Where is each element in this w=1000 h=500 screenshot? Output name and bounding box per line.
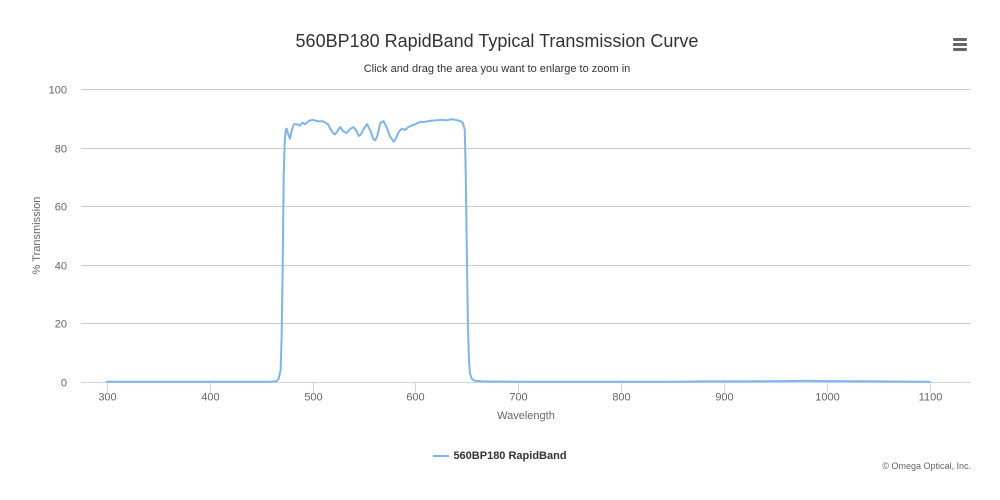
x-tick-label: 1100 [919,392,943,404]
legend-item[interactable]: 560BP180 RapidBand [433,450,567,462]
legend-line-symbol [433,455,450,457]
legend-label: 560BP180 RapidBand [453,450,567,462]
x-tick-label: 900 [715,392,733,404]
x-tick-label: 800 [612,392,630,404]
series-line[interactable] [105,118,931,383]
x-tick-label: 700 [509,392,527,404]
y-axis-title: % Transmission [31,197,43,275]
x-tick-label: 1000 [815,392,839,404]
y-tick-label: 100 [49,85,67,97]
legend: 560BP180 RapidBand [0,448,1000,462]
y-tick-label: 80 [55,144,67,156]
x-tick-label: 600 [406,392,424,404]
credits[interactable]: © Omega Optical, Inc. [882,461,971,471]
y-tick-label: 0 [61,378,67,390]
hamburger-menu-icon[interactable] [947,33,973,57]
x-axis-title: Wavelength [497,410,555,422]
menu-bar [953,48,967,51]
menu-bar [953,43,967,46]
x-tick-label: 300 [98,392,116,404]
x-tick-label: 500 [304,392,322,404]
y-tick-label: 40 [55,261,67,273]
y-tick-label: 20 [55,319,67,331]
chart-subtitle: Click and drag the area you want to enla… [363,63,631,75]
menu-bar [953,38,967,41]
x-tick-label: 400 [201,392,219,404]
chart-title: 560BP180 RapidBand Typical Transmission … [295,31,699,51]
y-tick-label: 60 [55,202,67,214]
